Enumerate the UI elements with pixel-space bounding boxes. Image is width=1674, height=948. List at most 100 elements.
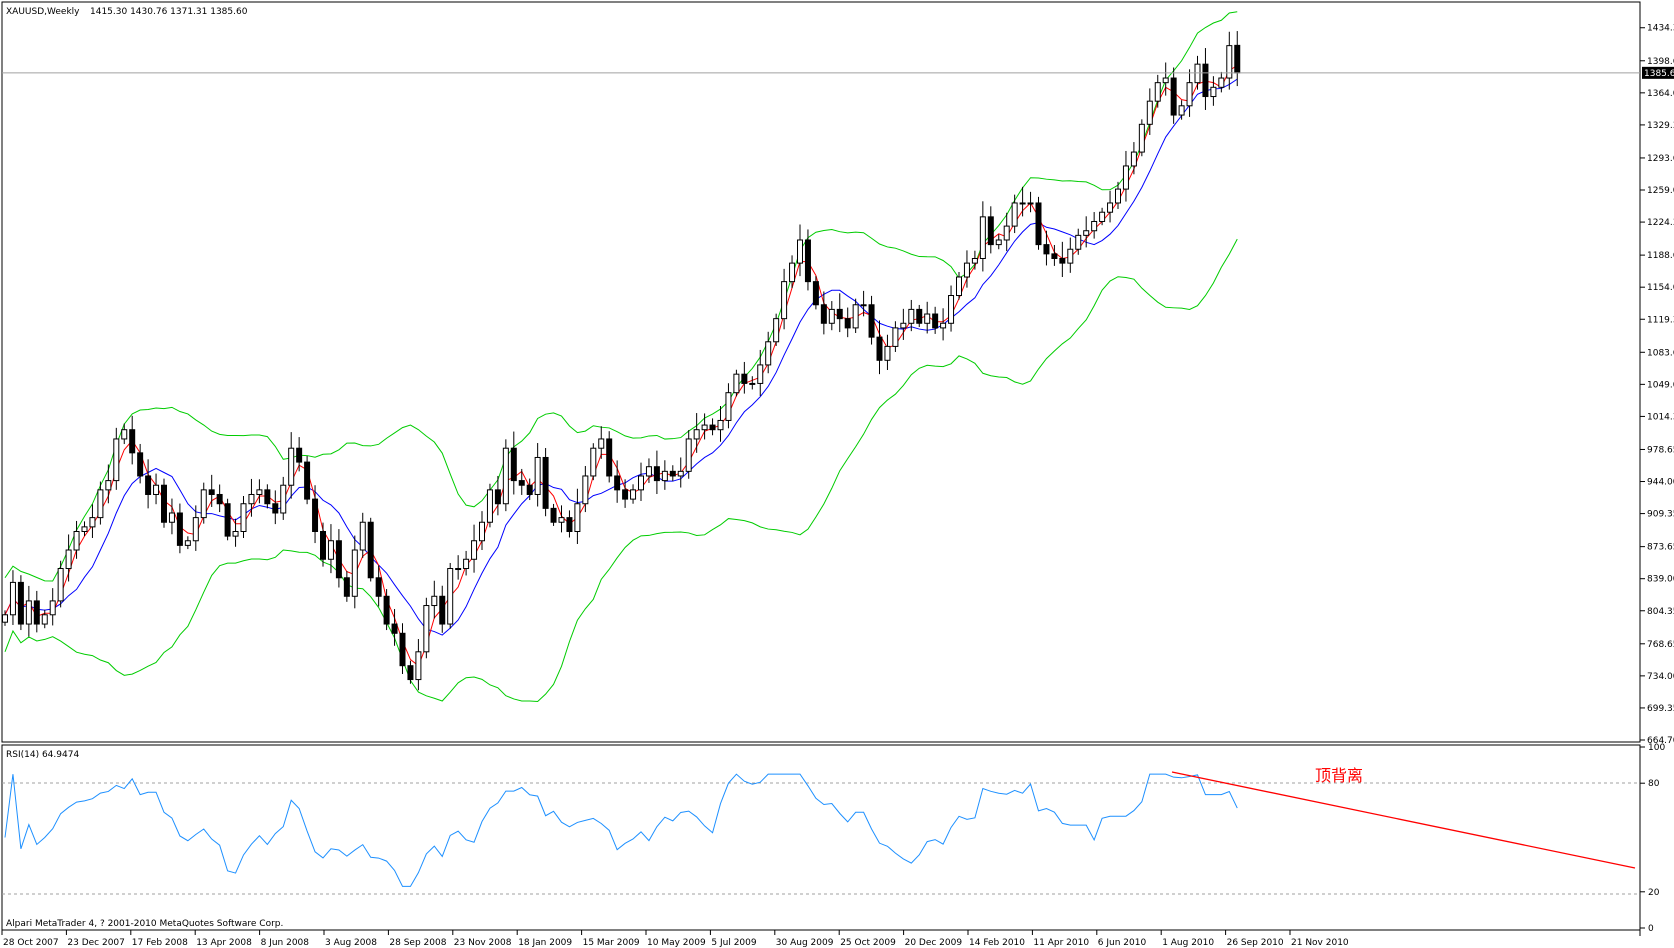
candle-body xyxy=(304,461,311,500)
bollinger-upper xyxy=(4,11,1238,582)
rsi-panel[interactable] xyxy=(1,744,1641,931)
candle-body xyxy=(1186,82,1193,107)
price-tick-label: 1014.35 xyxy=(1647,412,1674,422)
candle-body xyxy=(49,600,56,616)
candle-body xyxy=(1003,225,1010,241)
candle-body xyxy=(81,526,88,532)
candle-body xyxy=(1122,165,1129,190)
candle-body xyxy=(558,517,565,523)
candle-body xyxy=(717,419,724,431)
time-tick-label: 21 Nov 2010 xyxy=(1291,938,1349,948)
candle-body xyxy=(884,345,891,361)
candle-body xyxy=(963,262,970,278)
candle-body xyxy=(1202,63,1209,98)
candle-body xyxy=(1234,44,1241,74)
ma-fast-line xyxy=(4,65,1238,667)
time-tick-label: 10 May 2009 xyxy=(647,938,706,948)
candle-body xyxy=(431,595,438,607)
candle-body xyxy=(661,470,668,482)
time-tick-label: 28 Oct 2007 xyxy=(3,938,59,948)
candle-body xyxy=(351,549,358,597)
candle-body xyxy=(606,438,613,477)
price-panel[interactable] xyxy=(1,1,1641,743)
price-tick-label: 768.65 xyxy=(1647,640,1674,650)
candle-body xyxy=(1146,100,1153,125)
candle-body xyxy=(399,632,406,667)
price-tick-label: 1434.35 xyxy=(1647,24,1674,34)
candle-body xyxy=(781,281,788,320)
candle-body xyxy=(1075,234,1082,250)
candle-body xyxy=(1210,86,1217,98)
candle-body xyxy=(836,308,843,320)
candle-body xyxy=(638,475,644,491)
candle-body xyxy=(121,429,128,440)
copyright-text: Alpari MetaTrader 4, ? 2001-2010 MetaQuo… xyxy=(6,919,283,929)
candle-body xyxy=(1035,202,1042,246)
time-tick-label: 18 Jan 2009 xyxy=(518,938,572,948)
candle-body xyxy=(1011,202,1018,227)
candle-body xyxy=(288,447,295,486)
candle-body xyxy=(876,336,883,361)
candle-body xyxy=(494,489,501,505)
candle-body xyxy=(868,304,875,338)
candle-body xyxy=(320,530,326,560)
time-tick-label: 28 Sep 2008 xyxy=(389,938,446,948)
candle-body xyxy=(168,512,175,523)
candle-body xyxy=(542,456,549,509)
candle-body xyxy=(439,595,446,625)
candle-body xyxy=(550,507,557,523)
candle-body xyxy=(296,447,303,463)
candle-body xyxy=(749,382,756,385)
candle-body xyxy=(1043,244,1050,255)
candle-body xyxy=(582,475,589,505)
candle-body xyxy=(1051,253,1058,259)
candle-body xyxy=(1107,202,1114,213)
candle-body xyxy=(653,466,660,482)
candle-body xyxy=(17,581,24,625)
time-axis: 28 Oct 2007 23 Dec 2007 17 Feb 2008 13 Apr … xyxy=(1,930,1349,948)
candle-body xyxy=(908,308,915,324)
candle-body xyxy=(471,540,478,560)
price-tick-label: 873.65 xyxy=(1647,543,1674,553)
candle-body xyxy=(57,568,64,602)
candle-body xyxy=(1027,202,1034,205)
candle-body xyxy=(479,521,485,542)
candle-body xyxy=(812,281,819,306)
candle-body xyxy=(383,595,390,625)
time-tick-label: 23 Dec 2007 xyxy=(67,938,125,948)
candle-body xyxy=(971,257,978,264)
candle-body xyxy=(280,484,287,514)
candle-body xyxy=(343,577,350,597)
candle-body xyxy=(447,568,454,625)
rsi-tick-label: 80 xyxy=(1648,779,1660,789)
candle-body xyxy=(1170,77,1177,116)
candle-body xyxy=(574,503,581,532)
time-tick-label: 11 Apr 2010 xyxy=(1033,938,1089,948)
price-tick-label: 978.65 xyxy=(1647,445,1674,455)
candle-body xyxy=(1099,211,1106,222)
candle-body xyxy=(995,239,1002,246)
candle-body xyxy=(693,429,700,440)
price-tick-label: 1364.00 xyxy=(1647,89,1674,99)
price-tick-label: 1329.35 xyxy=(1647,121,1674,131)
candle-body xyxy=(216,493,223,505)
candle-body xyxy=(240,503,247,532)
price-tick-label: 1119.35 xyxy=(1647,315,1674,325)
candle-body xyxy=(73,530,80,551)
candle-body xyxy=(987,216,994,246)
candle-body xyxy=(375,577,382,597)
price-tick-label: 1188.65 xyxy=(1647,251,1674,261)
rsi-line xyxy=(4,773,1238,887)
candle-body xyxy=(1083,230,1090,236)
candle-body xyxy=(105,480,112,491)
candle-body xyxy=(685,438,692,472)
candle-body xyxy=(630,489,637,500)
candle-body xyxy=(41,614,48,625)
candle-body xyxy=(804,239,811,283)
candle-body xyxy=(1130,151,1137,167)
candle-body xyxy=(932,313,939,329)
time-tick-label: 30 Aug 2009 xyxy=(776,938,834,948)
price-tick-label: 804.35 xyxy=(1647,607,1674,617)
rsi-axis: 100 80 20 0 xyxy=(1640,743,1665,934)
